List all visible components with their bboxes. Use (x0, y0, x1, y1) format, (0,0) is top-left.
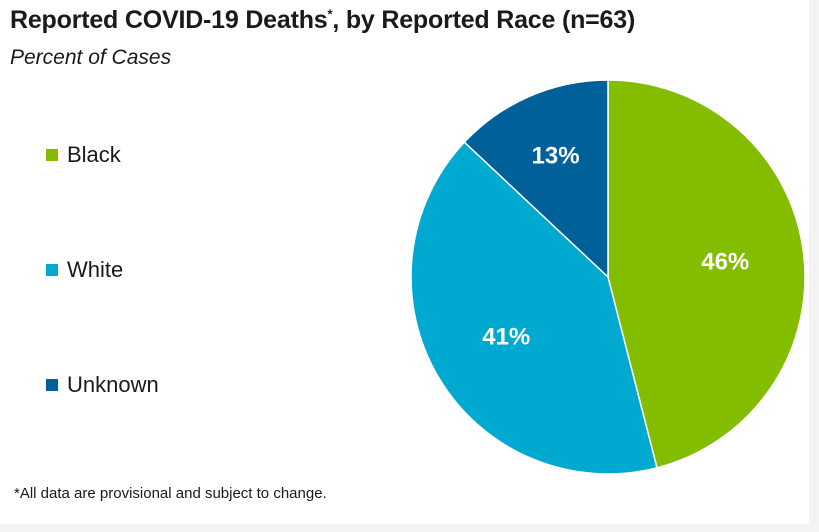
chart-subtitle: Percent of Cases (10, 46, 172, 69)
chart-title-mark: * (327, 6, 333, 22)
legend-item-black: Black (46, 142, 121, 168)
legend-label-white: White (67, 257, 124, 282)
slice-label-white: 41% (482, 324, 530, 351)
legend-label-black: Black (67, 142, 121, 167)
legend-swatch-unknown (46, 379, 58, 391)
pie-slice-black (607, 79, 806, 469)
slice-label-black: 46% (701, 249, 749, 276)
slice-label-unknown: 13% (532, 142, 580, 169)
legend-swatch-black (46, 149, 58, 161)
chart-title: Reported COVID-19 Deaths*, by Reported R… (10, 6, 635, 35)
pie-slice-white (410, 141, 658, 475)
footnote: *All data are provisional and subject to… (14, 485, 327, 502)
frame-edge-bottom (0, 524, 819, 532)
legend-swatch-white (46, 264, 58, 276)
frame-edge-right (809, 0, 819, 532)
legend-item-white: White (46, 257, 123, 283)
chart-title-rest: , by Reported Race (n=63) (332, 6, 636, 34)
pie-slice-unknown (463, 79, 609, 279)
legend-label-unknown: Unknown (67, 372, 159, 397)
legend-item-unknown: Unknown (46, 372, 159, 398)
chart-title-main: Reported COVID-19 Deaths (10, 6, 328, 34)
